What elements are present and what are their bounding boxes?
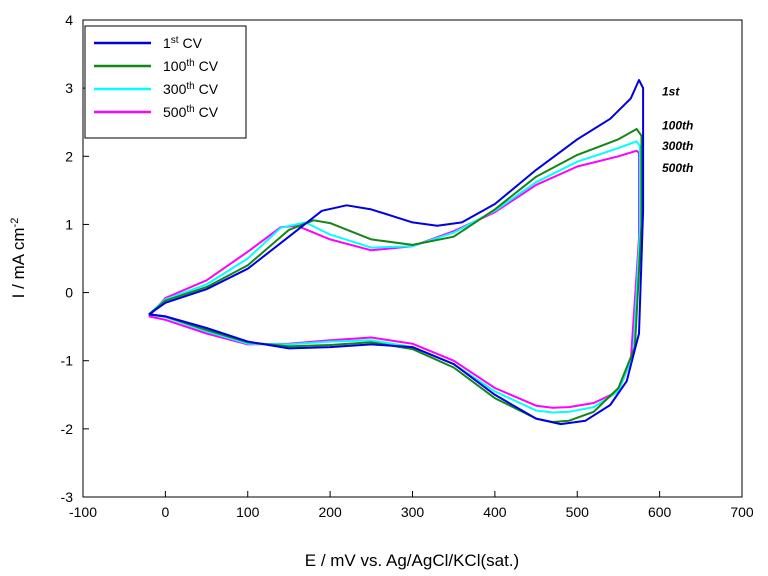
curve-annotations: 1st 100th 300th 500th: [662, 85, 693, 175]
x-tick-label: 500: [566, 504, 590, 520]
x-axis-title: E / mV vs. Ag/AgCl/KCl(sat.): [305, 551, 519, 570]
x-tick-label: 600: [648, 504, 672, 520]
annotation-1: 1st: [662, 85, 680, 99]
y-axis-title: I / mA cm-2: [9, 218, 28, 299]
y-tick-label: -2: [61, 421, 74, 437]
x-tick-label: 700: [730, 504, 754, 520]
y-tick-label: 4: [65, 12, 73, 28]
annotation-500: 500th: [662, 161, 693, 175]
y-tick-label: 2: [65, 148, 73, 164]
series-line-300: [148, 140, 641, 414]
y-tick-label: 3: [65, 80, 73, 96]
y-tick-label: 0: [65, 285, 73, 301]
annotation-100: 100th: [662, 119, 693, 133]
series-line-1: [148, 79, 645, 426]
legend-box: [84, 25, 247, 139]
x-tick-label: 200: [318, 504, 342, 520]
series-line-100: [148, 128, 643, 423]
legend-label-300: 300th CV: [163, 81, 219, 98]
x-tick-label: -100: [69, 504, 97, 520]
legend-label-500: 500th CV: [163, 104, 219, 121]
legend-label-100: 100th CV: [163, 58, 219, 75]
x-tick-label: 400: [483, 504, 507, 520]
annotation-300: 300th: [662, 139, 693, 153]
legend: 1st CV 100th CV 300th CV 500th CV: [84, 25, 247, 139]
x-tick-label: 0: [161, 504, 169, 520]
y-tick-label: -1: [61, 353, 74, 369]
axis-ticks: -100 0 100 200 300 400 500 600 700 -3 -2 -1 0 1 2 3 4: [61, 12, 754, 520]
x-tick-label: 100: [236, 504, 260, 520]
y-tick-label: -3: [61, 489, 74, 505]
series-layer: [148, 79, 645, 426]
y-tick-label: 1: [65, 216, 73, 232]
x-tick-label: 300: [401, 504, 425, 520]
legend-label-1: 1st CV: [163, 35, 203, 52]
